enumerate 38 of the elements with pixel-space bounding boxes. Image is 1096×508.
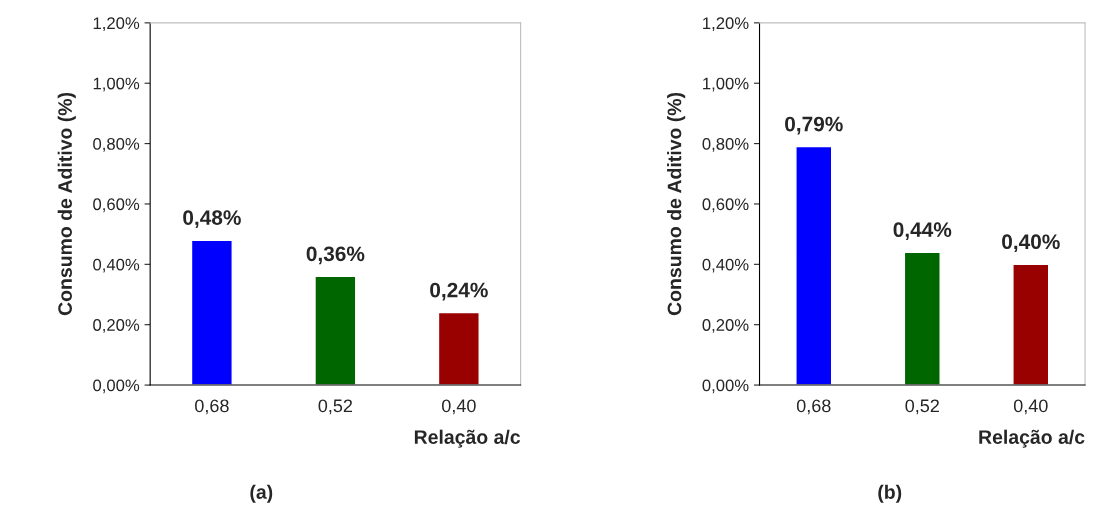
y-tick-label: 0,40%	[702, 258, 749, 273]
x-axis-title: Relação a/c	[979, 429, 1085, 448]
x-tick-label: 0,68	[796, 399, 831, 415]
y-tick-label: 0,20%	[93, 319, 140, 333]
y-tick-label: 1,00%	[93, 77, 140, 92]
data-label: 0,24%	[430, 282, 488, 301]
y-tick-label: 0,60%	[93, 198, 140, 213]
y-tick-label: 0,00%	[702, 379, 749, 394]
x-tick-label: 0,52	[318, 399, 353, 415]
bar	[437, 311, 480, 386]
y-tick-label: 1,00%	[703, 77, 749, 92]
text: (b)	[878, 484, 902, 503]
x-tick-label: 0,68	[195, 399, 229, 415]
y-tick-label: 0,40%	[93, 258, 140, 273]
y-axis-title: Consumo de Aditivo (%)	[667, 92, 686, 316]
text: (a)	[250, 484, 273, 503]
bar	[1012, 263, 1050, 386]
bar	[903, 251, 941, 386]
y-tick-label: 1,20%	[93, 17, 140, 32]
data-label: 0,36%	[306, 246, 365, 265]
y-tick-label: 1,20%	[703, 17, 749, 32]
data-label: 0,48%	[183, 210, 241, 228]
y-tick-label: 0,20%	[702, 319, 749, 333]
data-label: 0,40%	[1002, 234, 1060, 253]
x-axis-title: Relação a/c	[414, 429, 521, 448]
y-tick-label: 0,80%	[702, 138, 749, 152]
x-tick-label: 0,40	[442, 399, 476, 415]
y-tick-label: 0,00%	[93, 379, 140, 394]
data-label: 0,79%	[785, 116, 843, 135]
y-axis-title: Consumo de Aditivo (%)	[57, 92, 76, 316]
x-tick-label: 0,40	[1013, 399, 1048, 415]
bar	[314, 275, 357, 386]
bar	[795, 145, 833, 386]
y-tick-label: 0,80%	[93, 138, 140, 152]
bar	[190, 239, 233, 386]
data-label: 0,44%	[893, 222, 952, 241]
x-tick-label: 0,52	[905, 399, 939, 415]
y-tick-label: 0,60%	[702, 198, 749, 213]
